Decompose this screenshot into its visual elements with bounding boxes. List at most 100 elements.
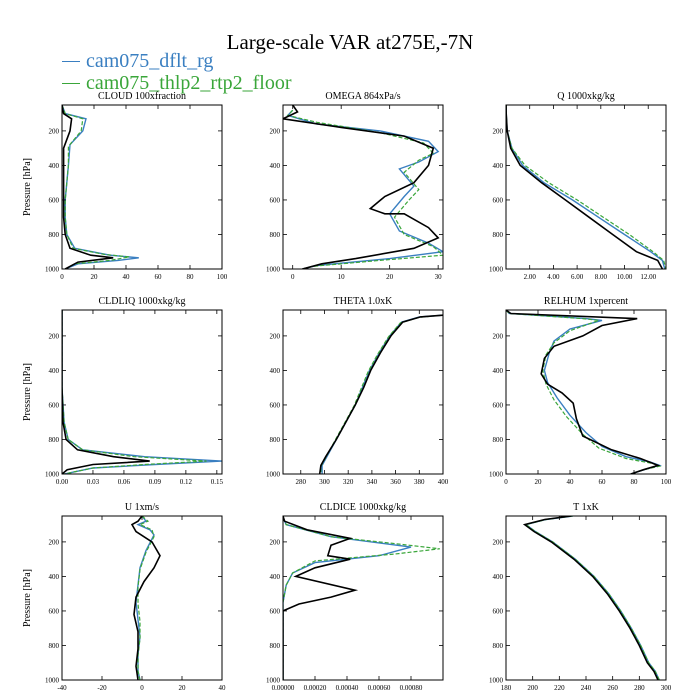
x-tick-label: 0.06 bbox=[118, 478, 131, 486]
y-tick-label: 200 bbox=[270, 127, 281, 135]
y-tick-label: 200 bbox=[493, 538, 504, 546]
series-line-3 bbox=[283, 105, 440, 269]
panel-4: CLDLIQ 1000xkg/kg Pressure [hPa] 0.00 0.03 0… bbox=[22, 296, 223, 486]
y-tick-label: 600 bbox=[270, 401, 281, 409]
x-tick-label: 2.00 bbox=[524, 273, 537, 281]
x-tick-label: 0.03 bbox=[87, 478, 100, 486]
x-tick-label: 0.12 bbox=[180, 478, 193, 486]
plot-frame bbox=[505, 104, 667, 270]
x-tick-label: 260 bbox=[607, 684, 618, 692]
x-tick-label: -20 bbox=[97, 684, 107, 692]
x-tick-label: 0 bbox=[140, 684, 144, 692]
series-line-1 bbox=[321, 314, 443, 474]
y-tick-label: 1000 bbox=[45, 266, 60, 274]
x-tick-label: 300 bbox=[319, 478, 330, 486]
x-tick-label: 0.00060 bbox=[368, 684, 391, 692]
y-tick-label: 800 bbox=[270, 436, 281, 444]
y-tick-label: 400 bbox=[270, 367, 281, 375]
panel-9: T 1xK 180 200 220 240 260 280 300 200 400 600 800 10… bbox=[489, 502, 672, 692]
x-tick-label: 0.00020 bbox=[304, 684, 327, 692]
x-tick-label: 180 bbox=[501, 684, 512, 692]
y-tick-label: 400 bbox=[270, 162, 281, 170]
y-tick-label: 1000 bbox=[489, 471, 504, 479]
y-tick-label: 1000 bbox=[489, 677, 504, 685]
figure-title: Large-scale VAR at275E,-7N bbox=[226, 30, 474, 54]
x-tick-label: 360 bbox=[390, 478, 401, 486]
y-tick-label: 200 bbox=[270, 538, 281, 546]
panel-title: THETA 1.0xK bbox=[334, 296, 393, 307]
series-line-3 bbox=[130, 516, 161, 680]
x-tick-label: 0.09 bbox=[149, 478, 162, 486]
x-tick-label: 340 bbox=[367, 478, 378, 486]
legend-label-dflt: cam075_dflt_rg bbox=[86, 50, 214, 72]
y-tick-label: 600 bbox=[49, 196, 60, 204]
y-tick-label: 200 bbox=[270, 332, 281, 340]
series-line-1 bbox=[524, 516, 660, 680]
x-tick-label: 0.00 bbox=[56, 478, 69, 486]
series-line-1 bbox=[506, 105, 666, 269]
y-tick-label: 400 bbox=[493, 573, 504, 581]
y-tick-label: 400 bbox=[493, 162, 504, 170]
y-axis-label: Pressure [hPa] bbox=[22, 363, 33, 421]
plot-frame bbox=[61, 515, 223, 681]
series-line-3 bbox=[522, 516, 659, 680]
y-tick-label: 200 bbox=[493, 127, 504, 135]
x-tick-label: 20 bbox=[535, 478, 543, 486]
x-tick-label: 10.00 bbox=[617, 273, 633, 281]
y-axis-label: Pressure [hPa] bbox=[22, 158, 33, 216]
legend-item-dflt: cam075_dflt_rg bbox=[62, 50, 213, 72]
x-tick-label: 6.00 bbox=[571, 273, 584, 281]
x-tick-label: 0 bbox=[60, 273, 64, 281]
panel-title: CLDLIQ 1000xkg/kg bbox=[99, 296, 186, 307]
x-tick-label: 20 bbox=[91, 273, 99, 281]
y-axis-label: Pressure [hPa] bbox=[22, 569, 33, 627]
y-tick-label: 400 bbox=[49, 367, 60, 375]
panel-title: RELHUM 1xpercent bbox=[544, 296, 628, 307]
y-tick-label: 600 bbox=[493, 196, 504, 204]
panel-2: OMEGA 864xPa/s 0 10 20 30 200 400 600 800 1000 bbox=[266, 91, 444, 281]
x-tick-label: 300 bbox=[661, 684, 672, 692]
y-tick-label: 1000 bbox=[45, 471, 60, 479]
y-tick-label: 200 bbox=[49, 127, 60, 135]
y-tick-label: 400 bbox=[49, 162, 60, 170]
y-tick-label: 1000 bbox=[266, 266, 281, 274]
x-tick-label: -40 bbox=[57, 684, 67, 692]
plot-frame bbox=[282, 309, 444, 475]
x-tick-label: 20 bbox=[386, 273, 394, 281]
x-tick-label: 0.00000 bbox=[272, 684, 295, 692]
series-line-2 bbox=[506, 105, 666, 269]
x-tick-label: 80 bbox=[631, 478, 639, 486]
series-line-3 bbox=[318, 314, 443, 474]
y-tick-label: 800 bbox=[493, 231, 504, 239]
x-tick-label: 0.00080 bbox=[400, 684, 423, 692]
y-tick-label: 600 bbox=[49, 607, 60, 615]
y-tick-label: 200 bbox=[493, 332, 504, 340]
y-tick-label: 800 bbox=[270, 231, 281, 239]
y-tick-label: 400 bbox=[493, 367, 504, 375]
panel-title: CLOUD 100xfraction bbox=[98, 91, 186, 102]
y-tick-label: 600 bbox=[493, 401, 504, 409]
x-tick-label: 8.00 bbox=[595, 273, 608, 281]
y-tick-label: 1000 bbox=[45, 677, 60, 685]
panel-1: CLOUD 100xfraction Pressure [hPa] 0 20 40 60 8… bbox=[22, 91, 228, 281]
y-tick-label: 1000 bbox=[266, 677, 281, 685]
x-tick-label: 60 bbox=[599, 478, 607, 486]
series-line-1 bbox=[62, 310, 222, 474]
x-tick-label: 220 bbox=[554, 684, 565, 692]
y-tick-label: 800 bbox=[49, 231, 60, 239]
x-tick-label: 20 bbox=[179, 684, 187, 692]
series-line-2 bbox=[62, 105, 130, 269]
y-tick-label: 800 bbox=[493, 436, 504, 444]
y-tick-label: 600 bbox=[49, 401, 60, 409]
series-line-3 bbox=[62, 105, 114, 269]
panel-3: Q 1000xkg/kg 2.00 4.00 6.00 8.00 10.00 12.00 20… bbox=[489, 91, 667, 281]
plot-frame bbox=[282, 104, 444, 270]
plot-frame bbox=[505, 309, 667, 475]
x-tick-label: 10 bbox=[338, 273, 346, 281]
legend-label-thlp2: cam075_thlp2_rtp2_floor bbox=[86, 72, 292, 94]
x-tick-label: 100 bbox=[217, 273, 228, 281]
x-tick-label: 40 bbox=[123, 273, 131, 281]
series-line-2 bbox=[62, 310, 207, 474]
x-tick-label: 0 bbox=[504, 478, 508, 486]
